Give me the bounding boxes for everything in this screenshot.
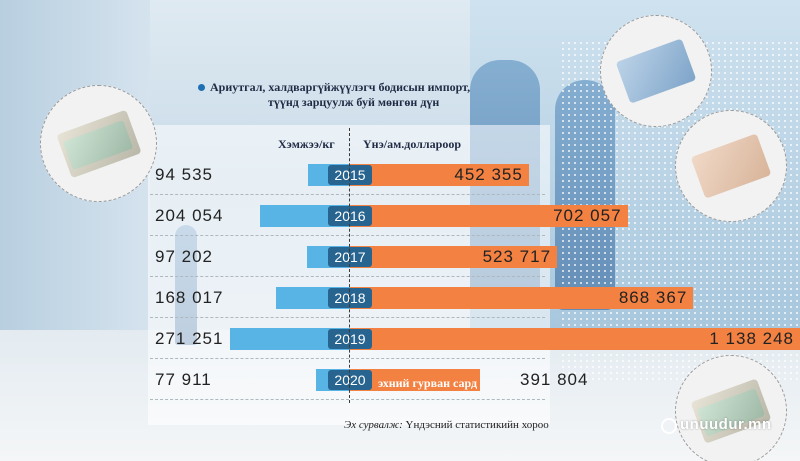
bar-volume-2016	[259, 205, 350, 227]
money-photo-circle	[40, 85, 157, 202]
annotation-2020: эхний гурван сард	[378, 376, 478, 390]
series-label-volume: Хэмжээ/кг	[278, 137, 335, 151]
bar-value-2018	[350, 287, 694, 309]
value-label-value-2016: 702 057	[553, 206, 622, 225]
year-label-2019: 2019	[328, 329, 372, 349]
row-separator	[150, 235, 545, 236]
row-separator	[150, 399, 545, 400]
value-label-volume-2020: 77 911	[155, 370, 212, 389]
year-label-2017: 2017	[328, 247, 372, 267]
row-separator	[150, 317, 545, 318]
chart-title: Ариутгал, халдваргүйжүүлэгч бодисын импо…	[210, 80, 510, 110]
source-note: Эх сурвалж: Үндэсний статистикийн хороо	[344, 419, 549, 431]
bar-value-2016	[350, 205, 628, 227]
value-label-volume-2019: 271 251	[155, 329, 224, 348]
source-text: Үндэсний статистикийн хороо	[405, 419, 549, 431]
year-label-2020: 2020	[328, 370, 372, 390]
bar-value-2017	[350, 246, 558, 268]
value-label-volume-2017: 97 202	[155, 247, 213, 266]
bar-value-2019	[350, 328, 800, 350]
money-photo-circle	[675, 355, 787, 461]
series-label-value: Үнэ/ам.доллароор	[363, 137, 461, 151]
chart-title-line2: түүнд зарцуулж буй мөнгөн дүн	[268, 95, 440, 109]
row-separator	[150, 358, 545, 359]
value-label-volume-2016: 204 054	[155, 206, 224, 225]
title-bullet-icon	[198, 84, 205, 91]
value-label-value-2020: 391 804	[520, 370, 589, 389]
watermark: unuudur.mn	[680, 416, 772, 433]
value-label-value-2018: 868 367	[618, 288, 688, 307]
year-label-2015: 2015	[328, 165, 372, 185]
hands-photo-circle	[600, 15, 712, 127]
value-label-volume-2015: 94 535	[155, 165, 213, 184]
watermark-logo-icon	[661, 418, 677, 434]
chart-title-line1: Ариутгал, халдваргүйжүүлэгч бодисын импо…	[210, 80, 471, 94]
value-label-volume-2018: 168 017	[155, 288, 224, 307]
bar-value-2015	[350, 164, 529, 186]
row-separator	[150, 276, 545, 277]
bar-volume-2019	[230, 328, 350, 350]
bar-value-2020	[350, 369, 480, 391]
value-label-value-2017: 523 717	[482, 247, 552, 266]
source-label: Эх сурвалж:	[344, 419, 403, 431]
center-axis-line	[349, 128, 350, 403]
value-label-value-2015: 452 355	[454, 165, 523, 184]
year-label-2018: 2018	[328, 288, 372, 308]
sanitizer-photo-circle	[675, 110, 787, 222]
year-label-2016: 2016	[328, 206, 372, 226]
value-label-value-2019: 1 138 248	[709, 329, 794, 348]
row-separator	[150, 194, 545, 195]
